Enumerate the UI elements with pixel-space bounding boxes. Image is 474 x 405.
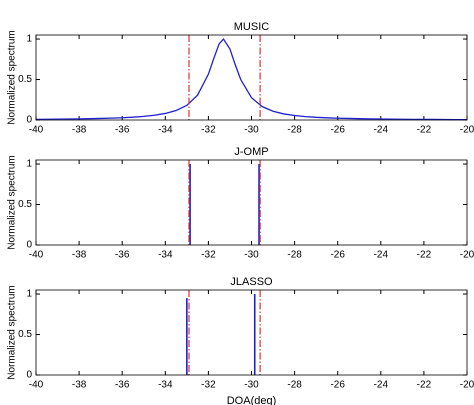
axes-frame — [35, 289, 468, 376]
x-tick-label: -34 — [158, 380, 173, 391]
y-tick-label: 0 — [26, 370, 32, 381]
panel-title: MUSIC — [234, 21, 270, 33]
x-tick-label: -22 — [417, 125, 432, 136]
x-tick-label: -36 — [115, 250, 130, 261]
x-tick-label: -36 — [115, 125, 130, 136]
x-tick-label: -20 — [460, 380, 474, 391]
y-tick-label: 1 — [26, 289, 32, 300]
axes-frame — [35, 34, 468, 121]
x-tick-label: -20 — [460, 250, 474, 261]
x-tick-label: -28 — [287, 125, 302, 136]
plot-area — [36, 35, 467, 120]
x-tick-label: -22 — [417, 380, 432, 391]
x-axis-label: DOA(deg) — [227, 395, 277, 405]
y-axis-label: Normalized spectrum — [7, 155, 18, 249]
panel-title: J-OMP — [234, 146, 268, 158]
x-tick-label: -36 — [115, 380, 130, 391]
x-tick-label: -24 — [374, 380, 389, 391]
x-tick-label: -26 — [330, 125, 345, 136]
x-tick-label: -30 — [244, 380, 259, 391]
x-tick-label: -30 — [244, 125, 259, 136]
spectrum-line — [35, 37, 467, 121]
plot-area — [36, 160, 467, 245]
x-tick-label: -34 — [158, 250, 173, 261]
x-tick-label: -28 — [287, 380, 302, 391]
x-tick-label: -38 — [72, 380, 87, 391]
x-tick-label: -40 — [29, 250, 44, 261]
x-tick-label: -32 — [201, 380, 216, 391]
x-tick-label: -40 — [29, 125, 44, 136]
x-tick-label: -32 — [201, 250, 216, 261]
y-tick-label: 0.5 — [18, 74, 32, 85]
x-tick-label: -24 — [374, 125, 389, 136]
x-tick-label: -30 — [244, 250, 259, 261]
x-tick-label: -34 — [158, 125, 173, 136]
y-tick-label: 0.5 — [18, 199, 32, 210]
x-tick-label: -22 — [417, 250, 432, 261]
y-tick-label: 1 — [26, 159, 32, 170]
y-tick-label: 0 — [26, 115, 32, 126]
x-tick-label: -28 — [287, 250, 302, 261]
y-tick-label: 0 — [26, 240, 32, 251]
x-tick-label: -38 — [72, 250, 87, 261]
x-tick-label: -26 — [330, 380, 345, 391]
panel-title: JLASSO — [230, 276, 273, 288]
x-tick-label: -20 — [460, 125, 474, 136]
x-tick-label: -38 — [72, 125, 87, 136]
y-axis-label: Normalized spectrum — [7, 30, 18, 124]
x-tick-label: -24 — [374, 250, 389, 261]
x-tick-label: -40 — [29, 380, 44, 391]
x-tick-label: -32 — [201, 125, 216, 136]
x-tick-label: -26 — [330, 250, 345, 261]
plot-area — [36, 290, 467, 375]
y-tick-label: 1 — [26, 34, 32, 45]
axes-frame — [35, 159, 468, 246]
y-tick-label: 0.5 — [18, 329, 32, 340]
y-axis-label: Normalized spectrum — [7, 285, 18, 379]
